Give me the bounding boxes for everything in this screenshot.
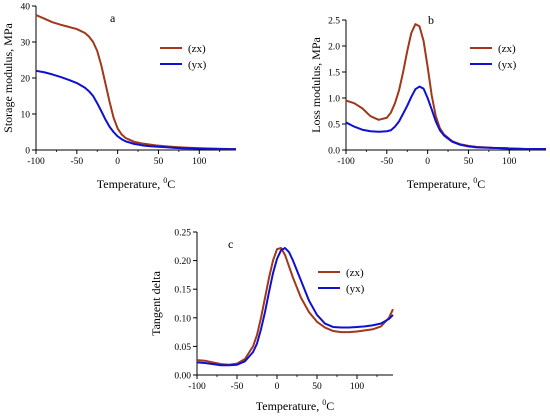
y-axis-label: Storage modulus, MPa [1, 22, 15, 132]
x-tick-label: 0 [115, 157, 120, 167]
x-tick-label: 100 [192, 157, 207, 167]
y-tick-label: 1.0 [328, 95, 340, 105]
x-tick-label: 0 [425, 157, 430, 167]
x-tick-label: 50 [154, 157, 164, 167]
panel-letter: a [110, 11, 116, 25]
panel-letter: b [428, 13, 434, 27]
x-axis-label: Temperature, 0C [97, 176, 175, 191]
x-axis-label: Temperature, 0C [407, 176, 485, 191]
x-axis-label: Temperature, 0C [256, 398, 334, 413]
series-line-zx [35, 14, 237, 151]
series-line-zx [345, 23, 546, 150]
x-tick-label: -50 [70, 157, 83, 167]
legend-label: (zx) [498, 43, 516, 55]
y-tick-label: 0 [25, 147, 30, 157]
x-tick-label: -100 [188, 382, 206, 392]
y-tick-label: 20 [21, 75, 31, 85]
y-tick-label: 0.00 [174, 372, 191, 382]
legend-label: (yx) [188, 59, 207, 71]
x-tick-label: -50 [231, 382, 244, 392]
y-tick-label: 0.15 [174, 286, 191, 296]
y-tick-label: 0.25 [174, 229, 191, 239]
x-tick-label: -50 [380, 157, 393, 167]
y-tick-label: 2.5 [328, 17, 340, 27]
y-axis-label: Tangent delta [149, 270, 163, 335]
panel-letter: c [228, 237, 233, 251]
y-axis-label: Loss modulus, MPa [309, 36, 323, 132]
y-tick-label: 40 [21, 3, 31, 13]
x-tick-label: 100 [350, 382, 365, 392]
series-line-yx [345, 85, 546, 150]
x-tick-label: -100 [337, 157, 355, 167]
series-line-yx [196, 247, 394, 367]
legend-label: (yx) [498, 59, 517, 71]
y-tick-label: 0.05 [174, 343, 191, 353]
series-line-zx [196, 247, 394, 366]
legend-label: (yx) [346, 283, 365, 295]
x-tick-label: 100 [502, 157, 517, 167]
y-tick-label: 30 [21, 39, 31, 49]
panel-b: -100 -50 0 50 100 0.0 0.5 1.0 1.5 2.0 2.5 b (zx) (yx)… [309, 13, 546, 191]
panel-a: -100 -50 0 50 100 0 10 20 30 40 a (zx) (yx) Temperatu… [1, 3, 237, 191]
series-line-yx [35, 69, 237, 151]
y-tick-label: 0.5 [328, 121, 340, 131]
x-tick-label: 0 [275, 382, 280, 392]
y-tick-label: 0.20 [174, 257, 191, 267]
legend-label: (zx) [346, 267, 364, 279]
y-tick-label: 0.10 [174, 314, 191, 324]
x-tick-label: -100 [27, 157, 45, 167]
y-tick-label: 10 [21, 111, 31, 121]
y-tick-label: 0.0 [328, 147, 340, 157]
panel-c: -100 -50 0 50 100 0.00 0.05 0.10 0.15 0.20 0.25 c (z… [149, 229, 394, 413]
x-tick-label: 50 [312, 382, 322, 392]
legend-label: (zx) [188, 43, 206, 55]
y-tick-label: 1.5 [328, 69, 340, 79]
x-tick-label: 50 [464, 157, 474, 167]
y-tick-label: 2.0 [328, 43, 340, 53]
